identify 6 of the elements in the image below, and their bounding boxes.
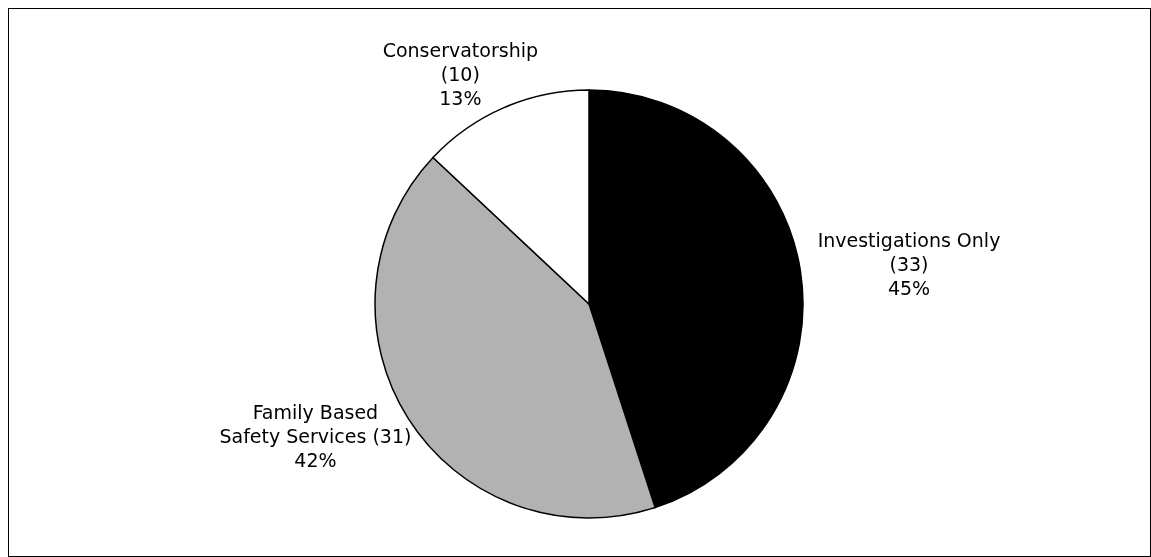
data-label: 42% <box>294 448 337 471</box>
slice-label: Investigations Only (33) <box>817 228 1001 275</box>
slice-label: Conservatorship (10) <box>382 38 539 85</box>
data-label: 13% <box>439 86 482 109</box>
slice-label: Family Based Safety Services (31) <box>219 400 412 447</box>
data-label: 45% <box>887 276 931 299</box>
